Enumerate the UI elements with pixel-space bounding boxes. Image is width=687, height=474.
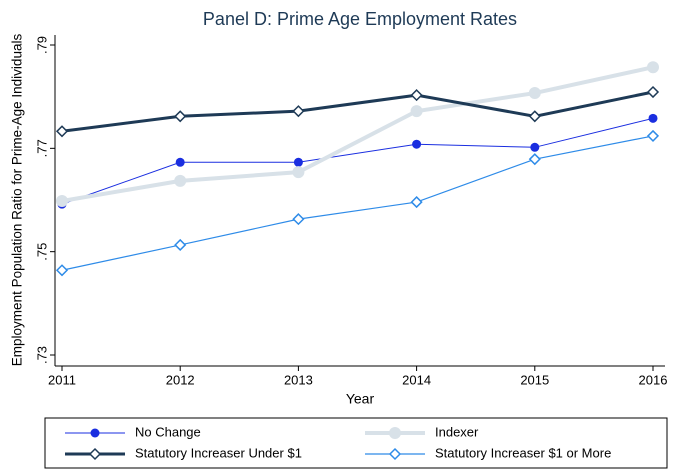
series-line <box>61 117 654 205</box>
data-point <box>292 166 305 179</box>
legend-marker <box>88 447 102 461</box>
data-point <box>528 87 541 100</box>
data-point <box>646 85 660 99</box>
y-axis-label: Employment Population Ratio for Prime-Ag… <box>10 34 25 367</box>
legend-marker <box>90 428 100 438</box>
x-axis-label: Year <box>346 391 375 407</box>
x-tick-label: 2016 <box>639 372 668 387</box>
y-tick-label: .79 <box>34 36 49 54</box>
data-point <box>412 139 422 149</box>
x-tick-label: 2015 <box>520 372 549 387</box>
data-point <box>174 174 187 187</box>
data-point <box>56 195 68 208</box>
data-point <box>528 110 541 123</box>
data-point <box>55 264 69 277</box>
data-point <box>648 113 658 123</box>
legend-box <box>44 417 668 469</box>
data-point <box>174 238 187 252</box>
data-point <box>292 105 305 118</box>
data-point <box>55 125 69 138</box>
series-line <box>61 135 654 271</box>
legend-marker <box>389 427 401 439</box>
x-tick-label: 2014 <box>402 372 431 387</box>
series-line <box>61 65 654 204</box>
data-point <box>528 153 541 166</box>
legend-label: No Change <box>135 424 201 439</box>
data-point <box>293 157 303 167</box>
data-point <box>174 110 187 123</box>
data-point <box>530 142 540 152</box>
x-tick-label: 2011 <box>48 372 76 387</box>
data-point <box>292 213 305 226</box>
y-tick-label: .77 <box>34 139 49 157</box>
data-point <box>410 89 423 102</box>
legend-label: Indexer <box>435 424 479 439</box>
data-point <box>646 129 660 142</box>
data-point <box>410 196 423 209</box>
data-point <box>647 61 659 74</box>
chart-title: Panel D: Prime Age Employment Rates <box>203 9 517 29</box>
legend-marker <box>388 447 402 461</box>
data-point <box>175 157 185 167</box>
x-tick-label: 2013 <box>284 372 313 387</box>
legend-label: Statutory Increaser Under $1 <box>135 445 302 460</box>
y-tick-label: .75 <box>34 243 49 261</box>
series-line <box>61 90 654 133</box>
y-tick-label: .73 <box>34 346 49 364</box>
legend-label: Statutory Increaser $1 or More <box>435 445 611 460</box>
data-point <box>410 105 423 118</box>
x-tick-label: 2012 <box>166 372 195 387</box>
